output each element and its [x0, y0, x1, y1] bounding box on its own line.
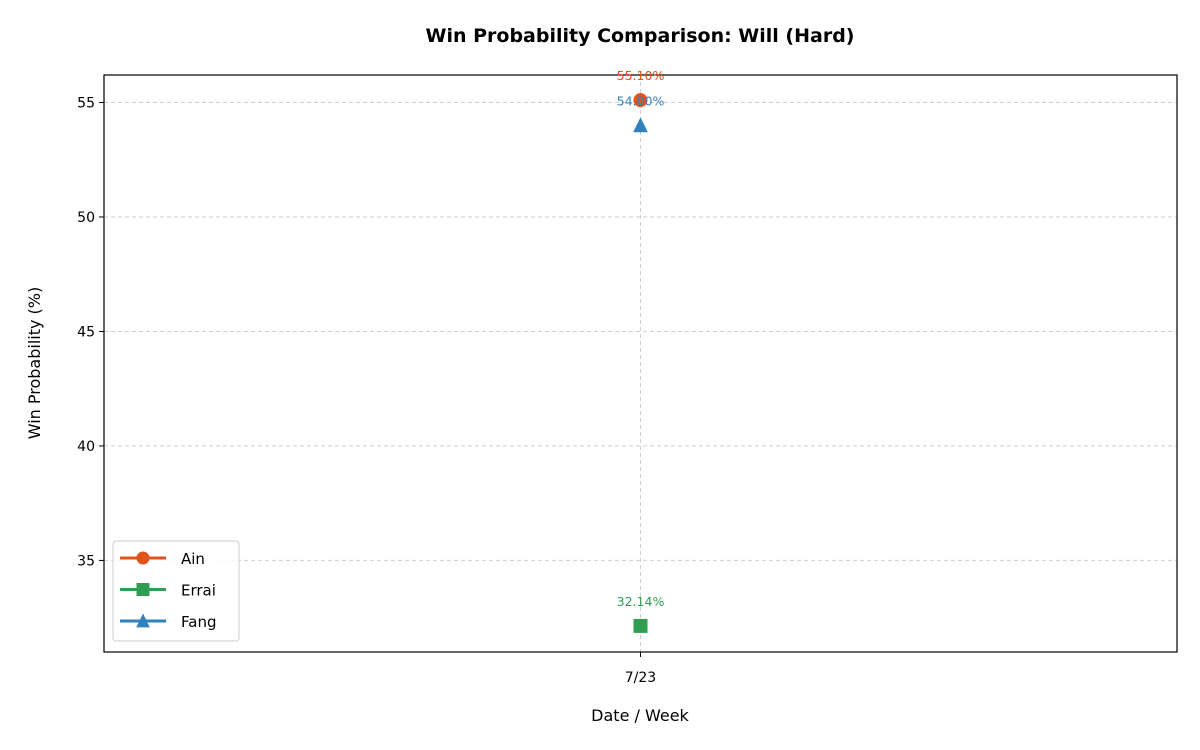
y-axis: 35 40 45 50 55: [77, 95, 104, 569]
legend-label-errai: Errai: [181, 582, 216, 600]
chart-title: Win Probability Comparison: Will (Hard): [426, 25, 855, 47]
series-layer: [633, 93, 648, 633]
y-tick-label: 45: [77, 324, 95, 340]
data-label-fang: 54.00%: [617, 93, 665, 108]
legend-marker-errai: [136, 583, 150, 596]
data-labels-layer: 55.10% 32.14% 54.00%: [617, 68, 665, 609]
y-tick-label: 55: [77, 95, 95, 111]
data-label-ain: 55.10%: [617, 68, 665, 83]
y-tick-label: 35: [77, 553, 95, 569]
legend-marker-fang: [136, 613, 150, 628]
legend-label-ain: Ain: [181, 550, 205, 568]
data-label-errai: 32.14%: [617, 594, 665, 609]
legend-marker-ain: [136, 551, 150, 565]
legend-box: [112, 540, 240, 642]
legend: Ain Errai Fang: [112, 540, 240, 642]
y-tick-label: 40: [77, 439, 95, 455]
legend-label-fang: Fang: [181, 613, 216, 631]
x-axis-label: Date / Week: [591, 706, 689, 725]
x-axis: 7/23: [625, 652, 656, 686]
data-point-fang: [633, 117, 648, 133]
y-axis-label: Win Probability (%): [25, 287, 44, 440]
x-tick-label: 7/23: [625, 670, 656, 686]
y-tick-label: 50: [77, 210, 95, 226]
data-point-ain: [633, 93, 648, 108]
data-point-errai: [633, 618, 648, 633]
grid-layer: [104, 75, 1177, 652]
